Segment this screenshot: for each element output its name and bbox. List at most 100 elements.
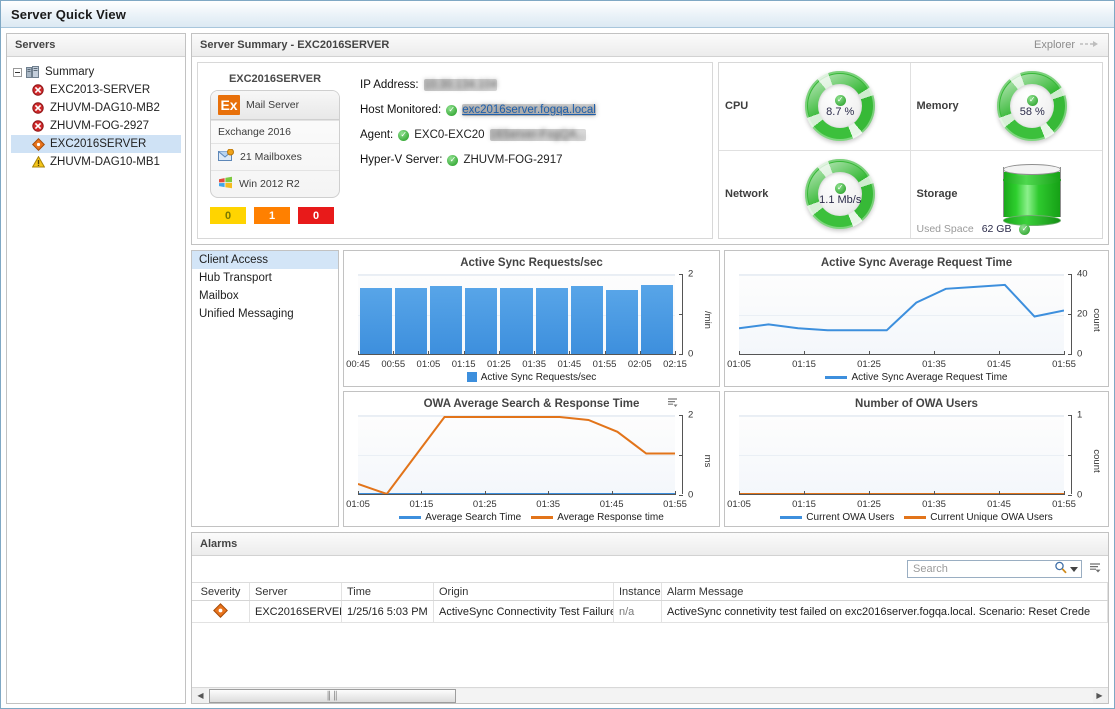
sidebar-item-exc2016server[interactable]: EXC2016SERVER bbox=[11, 135, 181, 153]
exchange-logo-icon: Ex bbox=[218, 95, 240, 115]
y-tick-label: 0 bbox=[1077, 489, 1083, 500]
column-header-server[interactable]: Server bbox=[250, 583, 342, 600]
x-tick-label: 01:35 bbox=[922, 499, 946, 510]
cell-severity bbox=[192, 601, 250, 622]
resource-gauges: CPU ✓ 8.7 % Memor bbox=[718, 62, 1103, 239]
sidebar-item-label: EXC2013-SERVER bbox=[50, 84, 151, 96]
legend-line bbox=[531, 516, 554, 519]
search-input[interactable]: Search bbox=[907, 560, 1082, 578]
info-row-ip-address: IP Address: 10.30.134.104 bbox=[360, 79, 700, 91]
column-header-alarm-message[interactable]: Alarm Message bbox=[662, 583, 1108, 600]
cell-origin: ActiveSync Connectivity Test Failure bbox=[434, 601, 614, 622]
gauge-cell-cpu[interactable]: CPU ✓ 8.7 % bbox=[719, 63, 911, 151]
status-ok-icon: ✓ bbox=[834, 182, 846, 194]
chart-legend: Average Search Time Average Response tim… bbox=[350, 511, 713, 523]
sidebar-item-zhuvm-dag10-mb1[interactable]: ZHUVM-DAG10-MB1 bbox=[11, 153, 181, 171]
tree-node-summary[interactable]: Summary bbox=[11, 63, 181, 81]
gauge-cell-storage[interactable]: Storage Us bbox=[911, 151, 1103, 239]
chart-menu-icon[interactable] bbox=[667, 397, 679, 408]
category-item-hub-transport[interactable]: Hub Transport bbox=[192, 269, 338, 287]
host-card-os: Win 2012 R2 bbox=[239, 178, 300, 190]
y-tick-label: 2 bbox=[688, 409, 694, 420]
info-row-agent: Agent: ✓ EXC0-EXC20 16Server-FogQA... bbox=[360, 129, 700, 141]
sidebar-item-zhuvm-fog-2927[interactable]: ZHUVM-FOG-2927 bbox=[11, 117, 181, 135]
gauge-label-cpu: CPU bbox=[725, 100, 749, 113]
category-item-mailbox[interactable]: Mailbox bbox=[192, 287, 338, 305]
scrollbar-track[interactable]: ║║ bbox=[207, 688, 1093, 703]
legend-line bbox=[780, 516, 803, 519]
alarms-header: Alarms bbox=[192, 533, 1108, 556]
y-tick-label: 0 bbox=[1077, 348, 1083, 360]
collapse-icon[interactable] bbox=[13, 67, 22, 77]
scroll-right-icon[interactable]: ▶ bbox=[1096, 691, 1103, 700]
critical-icon bbox=[31, 101, 45, 115]
legend-label: Current Unique OWA Users bbox=[930, 512, 1053, 523]
series-line bbox=[739, 283, 1064, 332]
critical-count-badge[interactable]: 1 bbox=[254, 207, 290, 224]
chart-active-sync-avg-request-time[interactable]: Active Sync Average Request Time 01:05 01… bbox=[724, 250, 1109, 387]
alarms-horizontal-scrollbar[interactable]: ◀ ║║ ▶ bbox=[192, 687, 1108, 703]
server-summary-section: Server Summary - EXC2016SERVER Explorer bbox=[191, 33, 1109, 245]
column-chooser-icon[interactable] bbox=[1089, 562, 1102, 577]
x-tick-label: 01:35 bbox=[522, 358, 546, 370]
scroll-left-icon[interactable]: ◀ bbox=[197, 691, 204, 700]
mailbox-icon bbox=[218, 148, 234, 165]
search-icon[interactable] bbox=[1054, 561, 1067, 577]
chart-active-sync-requests[interactable]: Active Sync Requests/sec 00:45 00:55 01:05… bbox=[343, 250, 720, 387]
cell-instance: n/a bbox=[614, 601, 662, 622]
chart-number-of-owa-users[interactable]: Number of OWA Users 01:05 01:15 01:25 01:35… bbox=[724, 390, 1109, 527]
legend-line bbox=[904, 516, 927, 519]
chevron-down-icon[interactable] bbox=[1070, 563, 1078, 575]
status-ok-icon: ✓ bbox=[1026, 94, 1038, 106]
bar bbox=[640, 285, 673, 354]
host-card-mailboxes: 21 Mailboxes bbox=[240, 151, 302, 163]
status-ok-icon: ✓ bbox=[446, 104, 458, 116]
x-tick-label: 01:35 bbox=[536, 499, 561, 510]
x-tick-label: 01:05 bbox=[727, 499, 751, 510]
x-tick-label: 01:45 bbox=[987, 358, 1011, 370]
cell-alarm-message: ActiveSync connetivity test failed on ex… bbox=[662, 601, 1108, 622]
bar bbox=[605, 290, 638, 354]
explorer-label: Explorer bbox=[1034, 39, 1075, 51]
column-header-instance[interactable]: Instance bbox=[614, 583, 662, 600]
gauge-cell-network[interactable]: Network ✓ 1.1 Mb/s bbox=[719, 150, 911, 238]
gauge-cell-memory[interactable]: Memory ✓ 58 % bbox=[910, 63, 1102, 151]
fatal-count-badge[interactable]: 0 bbox=[298, 207, 334, 224]
host-card-role-row: Ex Mail Server bbox=[211, 91, 339, 120]
x-tick-label: 00:55 bbox=[381, 358, 406, 370]
table-empty-area bbox=[192, 623, 1108, 687]
column-header-severity[interactable]: Severity bbox=[192, 583, 250, 600]
info-row-hyperv-server: Hyper-V Server: ✓ ZHUVM-FOG-2917 bbox=[360, 154, 700, 166]
explorer-link[interactable]: Explorer bbox=[1034, 39, 1100, 51]
cpu-gauge: ✓ 8.7 % bbox=[805, 71, 876, 142]
bar bbox=[500, 287, 533, 354]
storage-cylinder-icon bbox=[1003, 164, 1062, 227]
chart-owa-avg-search-response-time[interactable]: OWA Average Search & Response Time bbox=[343, 390, 720, 527]
column-header-time[interactable]: Time bbox=[342, 583, 434, 600]
alarms-title: Alarms bbox=[200, 538, 238, 550]
scrollbar-thumb[interactable]: ║║ bbox=[209, 688, 456, 703]
table-row[interactable]: EXC2016SERVER 1/25/16 5:03 PM ActiveSync… bbox=[192, 601, 1108, 623]
info-label: Host Monitored: bbox=[360, 104, 442, 116]
chart-legend: Active Sync Average Request Time bbox=[731, 371, 1102, 383]
memory-gauge: ✓ 58 % bbox=[997, 71, 1068, 142]
category-label: Client Access bbox=[199, 254, 269, 266]
y-axis: 0 2 /min bbox=[679, 269, 713, 371]
x-tick-label: 01:35 bbox=[922, 358, 946, 370]
warning-count-badge[interactable]: 0 bbox=[210, 207, 246, 224]
legend-line bbox=[399, 516, 422, 519]
server-tree: Summary EXC2013-SERVER bbox=[7, 57, 185, 703]
chart-legend: Current OWA Users Current Unique OWA Use… bbox=[731, 511, 1102, 523]
warning-icon bbox=[31, 155, 45, 169]
x-tick-label: 01:15 bbox=[792, 499, 816, 510]
x-tick-label: 01:45 bbox=[557, 358, 582, 370]
sidebar-item-exc2013-server[interactable]: EXC2013-SERVER bbox=[11, 81, 181, 99]
category-item-client-access[interactable]: Client Access bbox=[192, 251, 338, 269]
host-monitored-value[interactable]: exc2016server.fogqa.local bbox=[462, 104, 596, 116]
y-axis-label: count bbox=[1091, 449, 1102, 473]
chart-title: Active Sync Average Request Time bbox=[820, 257, 1013, 269]
sidebar-item-zhuvm-dag10-mb2[interactable]: ZHUVM-DAG10-MB2 bbox=[11, 99, 181, 117]
category-item-unified-messaging[interactable]: Unified Messaging bbox=[192, 305, 338, 323]
server-summary-header: Server Summary - EXC2016SERVER Explorer bbox=[192, 34, 1108, 57]
column-header-origin[interactable]: Origin bbox=[434, 583, 614, 600]
